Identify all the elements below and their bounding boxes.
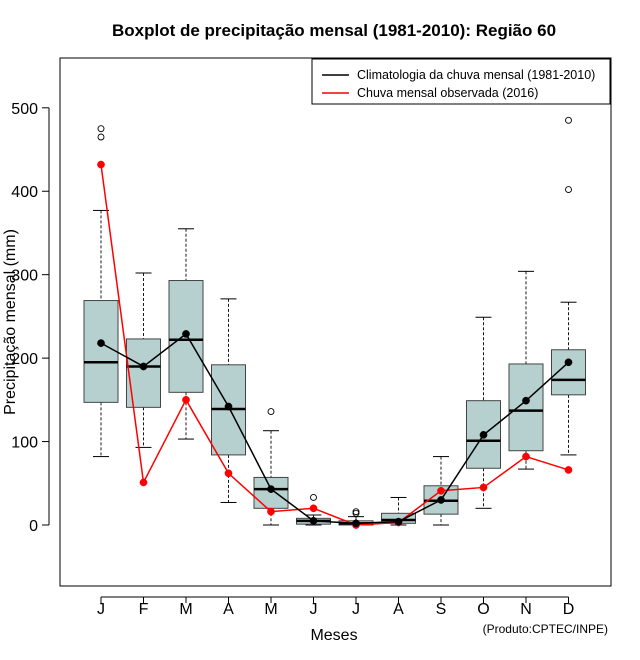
series-point-6 <box>309 504 318 513</box>
series-point-3 <box>182 395 190 404</box>
y-tick-label-300: 300 <box>11 268 38 285</box>
x-tick-label-8: A <box>393 601 404 618</box>
outlier-2 <box>565 116 572 124</box>
box-11 <box>508 270 544 470</box>
series-lines <box>97 160 573 529</box>
x-tick-label-4: A <box>223 601 234 618</box>
x-tick-label-2: F <box>139 601 149 618</box>
outlier-1 <box>97 133 105 141</box>
x-tick-label-12: D <box>563 601 575 618</box>
x-tick-label-11: N <box>520 601 532 618</box>
y-tick-label-0: 0 <box>29 518 38 535</box>
series-point-3 <box>182 330 190 338</box>
y-tick-label-400: 400 <box>11 184 38 201</box>
legend-box <box>311 58 611 105</box>
box-10 <box>466 316 501 509</box>
series-point-9 <box>437 496 445 504</box>
outlier-1 <box>310 494 317 501</box>
box-5 <box>253 408 289 526</box>
y-axis: 0 100 200 300 400 500 <box>11 101 50 535</box>
series-line <box>100 164 569 526</box>
y-tick-label-500: 500 <box>11 101 38 118</box>
box-1 <box>83 125 119 458</box>
box-iqr <box>253 476 289 509</box>
series-point-2 <box>139 362 148 371</box>
x-tick-label-6: J <box>310 601 318 618</box>
x-tick-label-1: J <box>97 601 105 618</box>
series-point-9 <box>437 486 445 495</box>
series-point-6 <box>309 516 318 525</box>
series-point-8 <box>394 517 403 526</box>
x-tick-label-10: O <box>477 601 489 618</box>
series-point-1 <box>97 160 105 169</box>
series-point-12 <box>564 466 573 474</box>
series-point-10 <box>479 431 488 439</box>
outlier-1 <box>267 408 275 415</box>
box-12 <box>551 116 586 456</box>
series-point-4 <box>224 402 233 411</box>
legend-label-observed: Chuva mensal observada (2016) <box>357 86 538 100</box>
series-point-2 <box>139 478 148 487</box>
series-point-7 <box>352 519 360 528</box>
series-point-5 <box>267 507 275 516</box>
series-point-10 <box>479 483 488 492</box>
series-point-1 <box>97 339 105 347</box>
series-point-12 <box>564 358 573 367</box>
box-iqr <box>508 363 544 452</box>
chart-title: Boxplot de precipitação mensal (1981-201… <box>112 21 556 40</box>
x-axis-label: Meses <box>310 627 357 644</box>
x-tick-label-5: M <box>264 601 277 618</box>
legend-label-climatology: Climatologia da chuva mensal (1981-2010) <box>357 68 595 82</box>
y-tick-label-200: 200 <box>11 351 38 368</box>
outlier-2 <box>352 508 360 516</box>
series-climatology <box>97 330 573 528</box>
boxes <box>83 116 586 526</box>
series-point-11 <box>522 396 530 405</box>
series-line <box>100 332 570 525</box>
legend: Climatologia da chuva mensal (1981-2010)… <box>311 58 611 105</box>
outlier-1 <box>565 186 572 194</box>
y-axis-label: Precipitação mensal (mm) <box>2 229 19 415</box>
credit-label: (Produto:CPTEC/INPE) <box>483 622 608 636</box>
x-tick-label-7: J <box>352 601 360 618</box>
series-point-5 <box>267 485 275 493</box>
x-tick-label-9: S <box>436 601 447 618</box>
outlier-2 <box>97 125 105 133</box>
series-point-4 <box>224 469 233 478</box>
plot-frame <box>59 57 612 587</box>
box-iqr <box>83 300 119 403</box>
x-tick-label-3: M <box>179 601 192 618</box>
y-tick-label-100: 100 <box>11 435 38 452</box>
series-point-11 <box>522 452 530 461</box>
